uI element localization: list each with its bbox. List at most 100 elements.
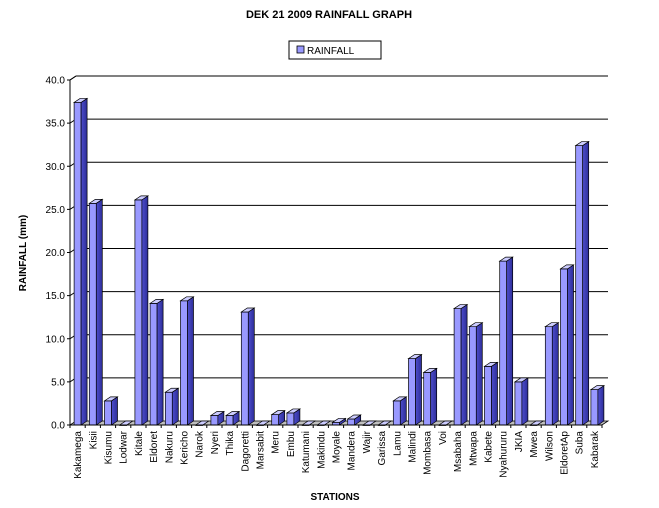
x-tick-label: Lodwar bbox=[119, 430, 130, 463]
x-tick-label: Wajir bbox=[362, 430, 373, 453]
x-tick-label: Thika bbox=[225, 431, 236, 456]
bar-front bbox=[73, 102, 82, 426]
bar-top bbox=[88, 198, 104, 204]
bar-side bbox=[95, 198, 103, 426]
bar-top bbox=[209, 411, 226, 416]
bar bbox=[331, 417, 347, 426]
y-axis-depth bbox=[69, 75, 77, 81]
bar-side bbox=[551, 322, 559, 426]
bar-side bbox=[506, 256, 514, 426]
bar bbox=[148, 298, 165, 426]
y-tick-label: 0.0 bbox=[51, 421, 65, 432]
x-tick-label: Nyeri bbox=[210, 431, 221, 454]
bar-front bbox=[104, 400, 112, 426]
x-tick-label: Meru bbox=[271, 431, 282, 454]
bar-top bbox=[513, 377, 530, 383]
x-tick-label: Makindu bbox=[316, 431, 327, 469]
y-tick-label: 5.0 bbox=[51, 377, 65, 388]
y-tick-label: 40.0 bbox=[46, 76, 66, 87]
bar bbox=[285, 408, 302, 426]
bar-side bbox=[187, 296, 194, 426]
bar bbox=[422, 367, 438, 426]
x-tick-label: Kakamega bbox=[73, 431, 84, 479]
bar bbox=[452, 303, 469, 426]
x-tick-label: Kitale bbox=[134, 431, 145, 456]
bar-top bbox=[392, 396, 408, 402]
bar-front bbox=[468, 326, 477, 426]
x-tick-label: Mandera bbox=[347, 431, 358, 471]
bar-front bbox=[499, 260, 508, 426]
bar bbox=[133, 195, 150, 426]
x-tick-label: Kabarak bbox=[590, 430, 601, 468]
y-axis-title: RAINFALL (mm) bbox=[18, 215, 29, 291]
x-tick-label: Kisii bbox=[88, 431, 99, 449]
bar-front bbox=[88, 202, 97, 426]
y-tick-label: 10.0 bbox=[46, 334, 66, 345]
bar-top bbox=[422, 368, 438, 373]
x-axis-title: STATIONS bbox=[310, 492, 359, 503]
bar bbox=[179, 296, 195, 426]
bar-top bbox=[468, 322, 484, 328]
bar-side bbox=[247, 307, 255, 426]
x-tick-label: Embu bbox=[286, 431, 297, 457]
bar-side bbox=[460, 303, 468, 426]
bar-top bbox=[103, 396, 119, 402]
bar-top bbox=[574, 141, 590, 146]
bar-top bbox=[224, 411, 241, 416]
bar-front bbox=[408, 358, 416, 426]
bar bbox=[483, 361, 499, 426]
bar bbox=[574, 140, 590, 426]
bar-top bbox=[589, 385, 606, 390]
bar-top bbox=[179, 296, 195, 302]
bar-front bbox=[347, 418, 356, 426]
bar-top bbox=[240, 307, 256, 313]
bar-front bbox=[225, 415, 234, 426]
bar-front bbox=[544, 326, 553, 426]
bar-side bbox=[399, 396, 407, 426]
x-tick-label: Wilson bbox=[544, 431, 555, 461]
bar-side bbox=[141, 195, 149, 426]
x-tick-label: Mwea bbox=[529, 431, 540, 458]
x-tick-label: Kabete bbox=[484, 431, 495, 463]
x-tick-label: Nakuru bbox=[164, 431, 175, 463]
bar-top bbox=[72, 98, 89, 103]
bar bbox=[164, 387, 180, 426]
bar-side bbox=[80, 97, 88, 426]
y-tick-labels: 0.0 5.0 10.0 15.0 20.0 25.0 30.0 35.0 40.0 bbox=[46, 76, 66, 432]
x-tick-labels: Kakamega Kisii Kisumu Lodwar Kitale Eldoret Na… bbox=[73, 430, 601, 479]
legend: RAINFALL bbox=[288, 40, 382, 60]
x-tick-label: Malindi bbox=[408, 431, 419, 463]
bar bbox=[392, 396, 408, 426]
x-tick-label: Eldoret bbox=[149, 431, 160, 463]
legend-box bbox=[288, 40, 382, 60]
bar-top bbox=[407, 354, 423, 359]
x-tick-label: Marsabit bbox=[256, 431, 267, 470]
bar bbox=[270, 409, 286, 426]
bar-top bbox=[498, 256, 514, 262]
x-tick-label: Mtwapa bbox=[468, 431, 479, 466]
bar-top bbox=[270, 410, 286, 415]
bar-top bbox=[346, 414, 362, 420]
bar bbox=[224, 410, 241, 426]
bar-front bbox=[484, 366, 492, 426]
bar bbox=[103, 396, 119, 426]
x-tick-label: Garissa bbox=[377, 431, 388, 466]
x-tick-label: Kisumu bbox=[104, 431, 115, 464]
x-tick-label: Voi bbox=[438, 431, 449, 445]
bar-side bbox=[582, 140, 590, 426]
x-tick-label: Moyale bbox=[332, 431, 343, 464]
x-tick-label: EldoretAp bbox=[560, 431, 571, 475]
legend-label: RAINFALL bbox=[307, 46, 355, 57]
x-tick-label: Katumani bbox=[301, 431, 312, 473]
x-tick-label: Msabaha bbox=[453, 431, 464, 473]
legend-swatch bbox=[296, 45, 305, 54]
x-tick-label: Lamu bbox=[392, 431, 403, 456]
bar-side bbox=[156, 298, 164, 426]
bar-side bbox=[521, 377, 529, 426]
bar-front bbox=[286, 412, 295, 426]
y-tick-label: 30.0 bbox=[46, 162, 66, 173]
bar bbox=[513, 377, 530, 426]
bar-front bbox=[453, 308, 462, 426]
bar-front bbox=[514, 381, 523, 426]
bars bbox=[72, 97, 606, 426]
